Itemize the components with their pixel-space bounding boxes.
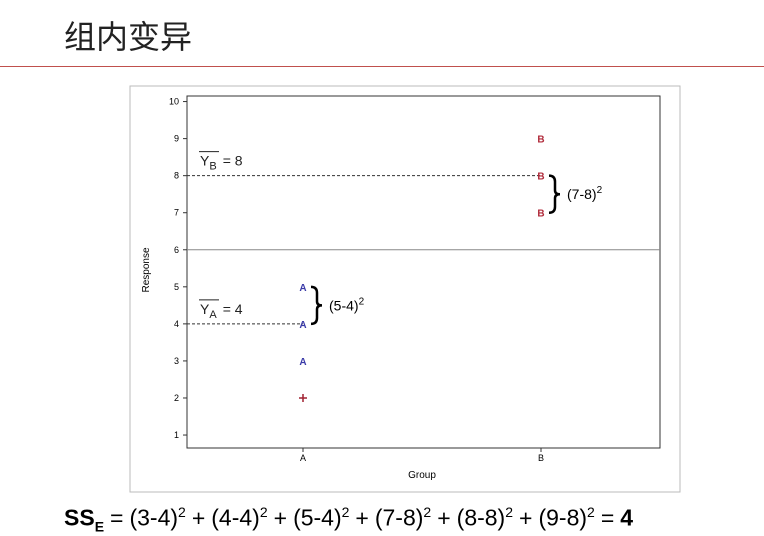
formula-term: (8-8)	[456, 504, 506, 531]
formula-term: (4-4)	[211, 504, 260, 531]
point: B	[537, 135, 544, 146]
y-tick-label: 2	[174, 393, 179, 403]
formula-term: (5-4)	[293, 504, 342, 531]
chart-frame	[129, 85, 681, 493]
formula-operator: +	[519, 504, 533, 531]
brace-label: (5-4)2	[329, 296, 365, 313]
formula-exponent: 2	[505, 504, 514, 520]
formula-lhs: SS	[64, 504, 95, 531]
title-rule	[0, 66, 764, 67]
formula-exponent: 2	[178, 504, 186, 520]
formula-term: (3-4)	[129, 504, 179, 531]
mean-subscript: A	[209, 309, 217, 321]
formula-lhs-sub: E	[94, 518, 105, 535]
brace-text: (7-8)	[567, 186, 597, 202]
formula: SSE = (3-4)2 + (4-4)2 + (5-4)2 + (7-8)2 + (8-8)2 +(…	[64, 504, 633, 534]
point: B	[537, 172, 544, 183]
formula-equals: =	[600, 504, 615, 531]
y-tick-label: 7	[174, 208, 179, 218]
y-tick-label: 8	[174, 171, 179, 181]
brace	[548, 174, 561, 214]
point	[299, 393, 307, 402]
point: A	[299, 357, 306, 368]
x-tick-label: B	[538, 453, 544, 463]
formula-operator: +	[437, 504, 451, 531]
y-tick-label: 4	[174, 319, 179, 329]
formula-exponent: 2	[423, 504, 432, 520]
formula-result: 4	[620, 504, 634, 531]
y-axis-label: Response	[141, 247, 152, 292]
slide-title: 组内变异	[64, 18, 193, 56]
brace	[310, 285, 323, 326]
y-tick-label: 10	[169, 97, 179, 107]
plot-area	[186, 95, 661, 449]
mean-text: = 4	[223, 301, 243, 317]
point: A	[299, 320, 306, 331]
formula-exponent: 2	[259, 504, 268, 520]
mean-symbol: Y	[200, 153, 210, 169]
x-tick-label: A	[300, 453, 306, 463]
mean-subscript: B	[209, 161, 216, 173]
mean-label: YB = 8	[200, 153, 243, 173]
point: A	[299, 283, 306, 294]
formula-exponent: 2	[341, 504, 350, 520]
brace-label: (7-8)2	[567, 185, 603, 202]
formula-operator: +	[191, 504, 206, 531]
formula-operator: +	[273, 504, 288, 531]
brace-superscript: 2	[597, 185, 603, 196]
brace-superscript: 2	[359, 296, 365, 307]
y-tick-label: 5	[174, 282, 179, 292]
point: B	[537, 209, 544, 220]
formula-operator: +	[355, 504, 369, 531]
formula-exponent: 2	[587, 504, 595, 520]
y-tick-label: 1	[174, 430, 179, 440]
formula-term: (9-8)	[538, 504, 588, 531]
mean-symbol: Y	[200, 301, 210, 317]
y-tick-label: 6	[174, 245, 179, 255]
brace-text: (5-4)	[329, 297, 359, 313]
y-tick-label: 3	[174, 356, 179, 366]
mean-text: = 8	[223, 153, 243, 169]
y-tick-label: 9	[174, 134, 179, 144]
x-axis-label: Group	[408, 470, 436, 481]
formula-term: (7-8)	[374, 504, 424, 531]
mean-label: YA = 4	[200, 301, 243, 321]
formula-equals: =	[110, 504, 124, 531]
